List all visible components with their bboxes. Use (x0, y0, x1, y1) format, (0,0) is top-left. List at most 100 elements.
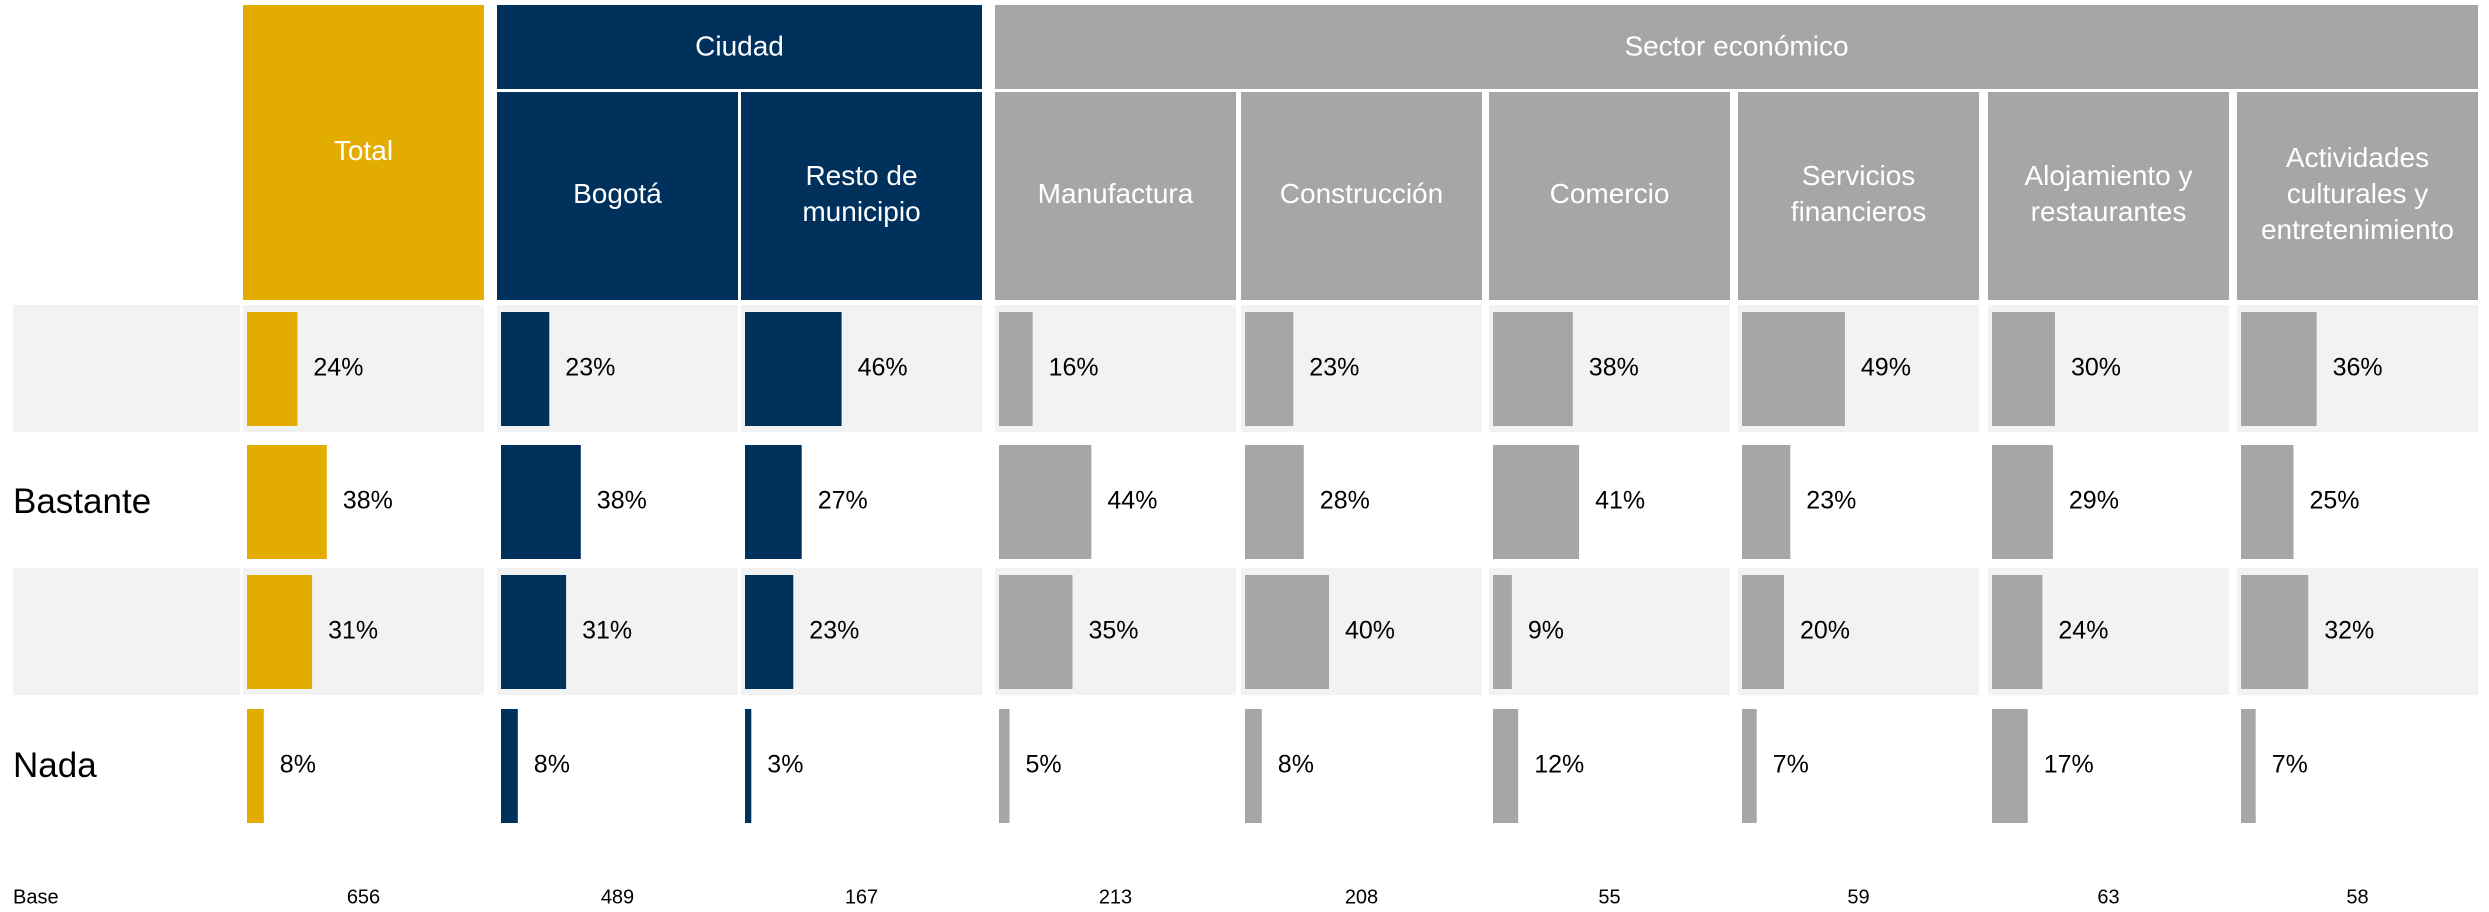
value-label: 7% (2272, 751, 2308, 779)
value-label: 23% (809, 617, 859, 645)
column-header-label: Comercio (1550, 178, 1670, 209)
column-header-label: Actividades culturales y entretenimiento (2261, 142, 2454, 245)
bar (1742, 575, 1784, 689)
bar (1742, 709, 1757, 823)
bar (1493, 312, 1573, 426)
value-label: 36% (2333, 354, 2383, 382)
value-label: 8% (534, 751, 570, 779)
bar (501, 312, 550, 426)
column-header (1241, 92, 1482, 300)
group-header-label: Sector económico (1624, 30, 1848, 61)
value-label: 38% (1589, 354, 1639, 382)
value-label: 20% (1800, 617, 1850, 645)
row-label: Nada (13, 746, 97, 785)
value-label: 24% (2058, 617, 2108, 645)
group-header (497, 5, 982, 89)
bar (745, 312, 842, 426)
bar (745, 575, 794, 689)
column-header (1489, 92, 1730, 300)
base-value: 59 (1847, 886, 1869, 908)
row-band (13, 568, 240, 695)
column-header-label: Manufactura (1038, 178, 1194, 209)
value-label: 12% (1534, 751, 1584, 779)
row-label: Bastante (13, 482, 151, 521)
value-label: 5% (1026, 751, 1062, 779)
bar (1992, 709, 2028, 823)
bar (247, 312, 298, 426)
value-label: 24% (313, 354, 363, 382)
bar (501, 575, 567, 689)
value-label: 49% (1861, 354, 1911, 382)
value-label: 35% (1089, 617, 1139, 645)
bar (247, 709, 264, 823)
value-label: 23% (1309, 354, 1359, 382)
column-header-label: Construcción (1280, 178, 1443, 209)
value-label: 41% (1595, 487, 1645, 515)
value-label: 30% (2071, 354, 2121, 382)
bar (501, 709, 518, 823)
bar (999, 575, 1073, 689)
value-label: 38% (343, 487, 393, 515)
value-label: 9% (1528, 617, 1564, 645)
column-header (1738, 92, 1979, 300)
value-label: 32% (2324, 617, 2374, 645)
value-label: 38% (597, 487, 647, 515)
bar (999, 312, 1033, 426)
bar (1992, 312, 2055, 426)
bar (1493, 445, 1580, 559)
bar (1245, 709, 1262, 823)
bar (745, 709, 752, 823)
column-header (243, 5, 484, 300)
bar (999, 709, 1010, 823)
bar (2241, 445, 2294, 559)
value-label: 29% (2069, 487, 2119, 515)
value-label: 46% (858, 354, 908, 382)
value-label: 25% (2310, 487, 2360, 515)
base-label: Base (13, 886, 59, 908)
column-header (995, 92, 1236, 300)
value-label: 23% (565, 354, 615, 382)
value-label: 3% (767, 751, 803, 779)
bar (999, 445, 1092, 559)
cell-band (995, 305, 1236, 432)
value-label: 27% (818, 487, 868, 515)
group-header-label: Ciudad (695, 30, 784, 61)
bar (1493, 709, 1519, 823)
value-label: 28% (1320, 487, 1370, 515)
base-value: 656 (347, 886, 380, 908)
bar (1245, 312, 1294, 426)
value-label: 16% (1049, 354, 1099, 382)
column-header-label: Bogotá (573, 178, 662, 209)
value-label: 8% (280, 751, 316, 779)
bar (745, 445, 802, 559)
bar (247, 575, 313, 689)
bar (1742, 312, 1845, 426)
value-label: 8% (1278, 751, 1314, 779)
bar (1992, 575, 2043, 689)
bar (1245, 445, 1304, 559)
value-label: 23% (1806, 487, 1856, 515)
base-value: 55 (1598, 886, 1620, 908)
base-value: 208 (1345, 886, 1378, 908)
column-header-label: Resto de municipio (802, 160, 920, 227)
value-label: 7% (1773, 751, 1809, 779)
base-value: 167 (845, 886, 878, 908)
value-label: 31% (582, 617, 632, 645)
base-value: 63 (2097, 886, 2119, 908)
value-label: 17% (2044, 751, 2094, 779)
column-header (497, 92, 738, 300)
bar (1493, 575, 1512, 689)
bar (501, 445, 581, 559)
cell-band (1489, 568, 1730, 695)
column-header (1988, 92, 2229, 300)
bar (247, 445, 327, 559)
column-header (741, 92, 982, 300)
group-header (995, 5, 2478, 89)
column-header-label: Servicios financieros (1791, 160, 1926, 227)
bar (1742, 445, 1791, 559)
bar (1992, 445, 2053, 559)
row-band (13, 305, 240, 432)
bar (2241, 709, 2256, 823)
base-value: 489 (601, 886, 634, 908)
